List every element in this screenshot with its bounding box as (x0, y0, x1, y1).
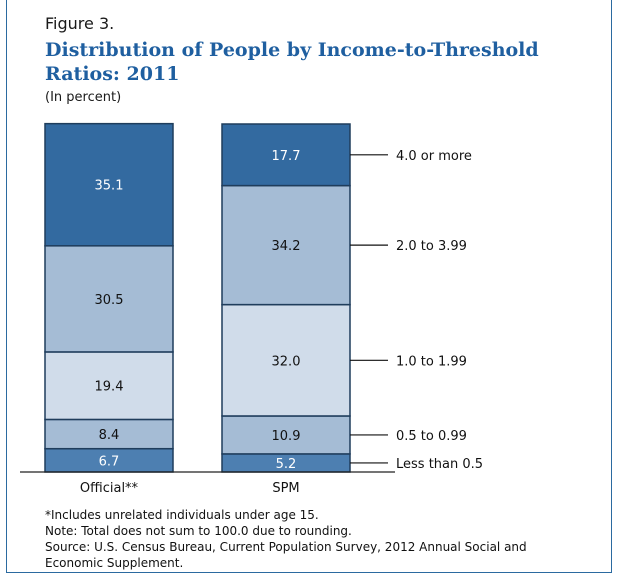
data-label: 30.5 (95, 293, 124, 308)
chart-title-line-2: Ratios: 2011 (45, 63, 180, 85)
data-label: 6.7 (99, 454, 120, 469)
legend-label: 1.0 to 1.99 (396, 354, 467, 369)
figure-label: Figure 3. (45, 14, 115, 33)
bar-segment (44, 418, 174, 450)
figure-frame (6, 0, 612, 573)
note-line: Source: U.S. Census Bureau, Current Popu… (45, 540, 527, 554)
legend-label: Less than 0.5 (396, 457, 483, 472)
data-label: 5.2 (276, 457, 297, 472)
chart-subtitle: (In percent) (45, 90, 122, 105)
legend-label: 0.5 to 0.99 (396, 429, 467, 444)
data-label: 35.1 (95, 179, 124, 194)
data-label: 10.9 (272, 429, 301, 444)
legend-label: 2.0 to 3.99 (396, 239, 467, 254)
category-label: Official** (80, 481, 139, 496)
data-label: 8.4 (99, 428, 120, 443)
data-label: 19.4 (95, 380, 124, 395)
note-line: Note: Total does not sum to 100.0 due to… (45, 524, 352, 538)
data-label: 32.0 (272, 354, 301, 369)
bar-segment (44, 245, 174, 353)
bar-segment (221, 184, 351, 306)
bar-segment (44, 122, 174, 247)
chart-notes: *Includes unrelated individuals under ag… (45, 507, 585, 571)
bar-segment (44, 351, 174, 421)
note-line: *Includes unrelated individuals under ag… (45, 508, 319, 522)
legend-label: 4.0 or more (396, 149, 472, 164)
category-label: SPM (272, 481, 299, 496)
chart-title: Distribution of People by Income-to-Thre… (45, 38, 565, 86)
note-line: Economic Supplement. (45, 556, 184, 570)
chart-title-line-1: Distribution of People by Income-to-Thre… (45, 39, 539, 61)
data-label: 34.2 (272, 239, 301, 254)
data-label: 17.7 (272, 149, 301, 164)
